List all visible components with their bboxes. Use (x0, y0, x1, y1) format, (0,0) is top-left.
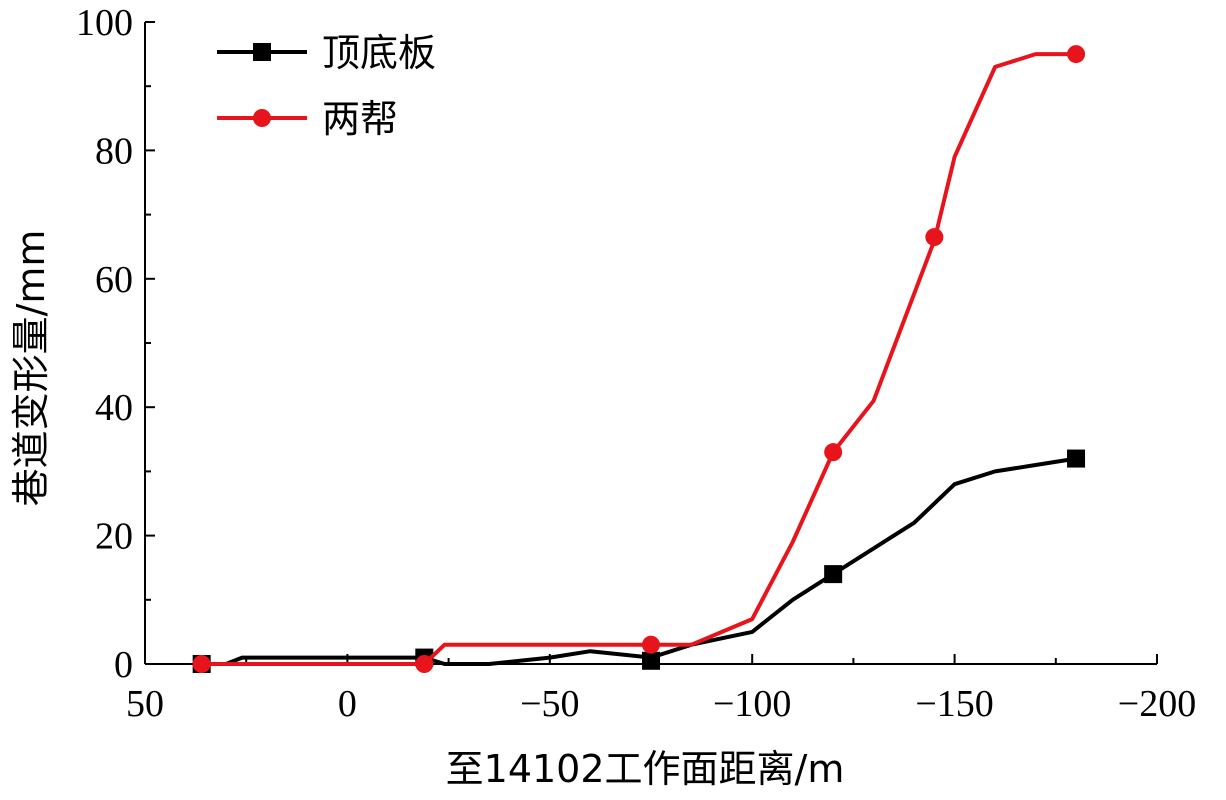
data-point (642, 635, 660, 654)
legend-marker (253, 43, 271, 61)
y-axis-title: 巷道变形量/mm (9, 230, 53, 507)
y-tick-label: 60 (95, 259, 133, 301)
data-point (642, 651, 660, 670)
legend-item: 两帮 (217, 97, 398, 141)
data-point (925, 228, 944, 247)
x-tick-label: −200 (1118, 683, 1196, 725)
data-point (415, 655, 434, 673)
legend-item: 顶底板 (217, 31, 436, 75)
data-point (1067, 45, 1086, 64)
x-tick-label: 50 (126, 683, 164, 725)
x-tick-label: −50 (520, 683, 579, 725)
y-tick-label: 0 (114, 644, 133, 686)
series-line (201, 456, 1077, 666)
legend-label: 顶底板 (322, 31, 436, 75)
y-tick-label: 20 (95, 516, 133, 558)
data-point (192, 655, 211, 673)
x-tick-label: −150 (915, 683, 993, 725)
x-tick-label: −100 (713, 683, 791, 725)
y-tick-label: 80 (95, 130, 133, 172)
series-line (201, 52, 1076, 666)
x-tick-label: 0 (338, 683, 357, 725)
x-axis-title: 至14102工作面距离/m (446, 747, 845, 791)
legend-label: 两帮 (322, 97, 398, 141)
series-1 (192, 449, 1086, 673)
data-point (824, 565, 843, 584)
series-layer (192, 45, 1086, 673)
y-tick-label: 40 (95, 387, 133, 429)
data-point (824, 443, 843, 462)
series-2 (192, 45, 1086, 673)
y-tick-label: 100 (76, 2, 133, 44)
data-point (1067, 449, 1086, 468)
legend-marker (253, 109, 271, 127)
